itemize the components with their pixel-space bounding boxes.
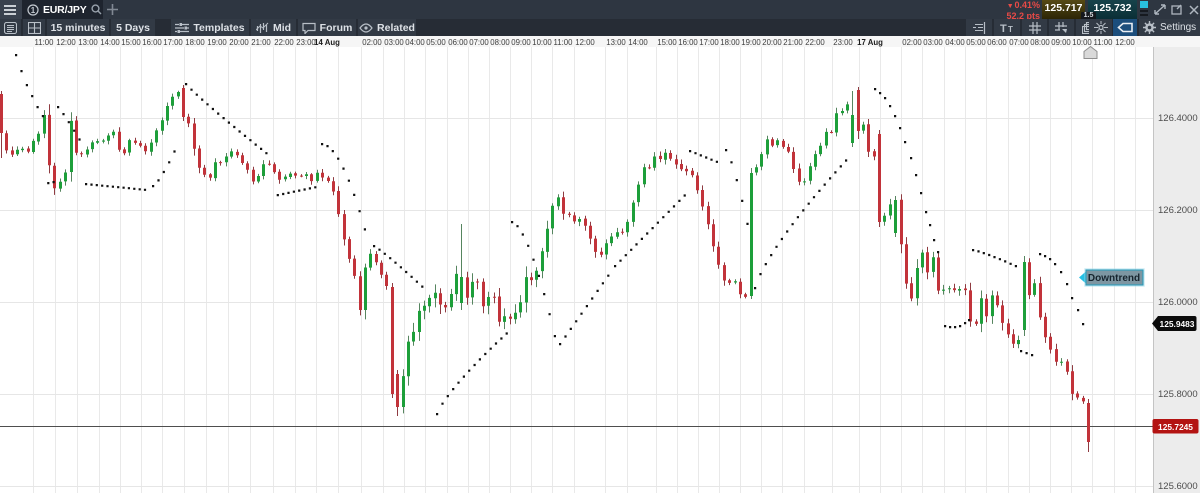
- svg-text:05:00: 05:00: [966, 38, 986, 47]
- svg-text:04:00: 04:00: [405, 38, 425, 47]
- svg-text:14 Aug: 14 Aug: [314, 38, 340, 47]
- svg-text:13:00: 13:00: [606, 38, 626, 47]
- svg-text:09:00: 09:00: [511, 38, 531, 47]
- svg-text:16:00: 16:00: [678, 38, 698, 47]
- svg-text:03:00: 03:00: [384, 38, 404, 47]
- svg-text:T: T: [1008, 25, 1013, 33]
- svg-text:12:00: 12:00: [1115, 38, 1135, 47]
- svg-text:16:00: 16:00: [142, 38, 162, 47]
- svg-text:17:00: 17:00: [699, 38, 719, 47]
- svg-text:10:00: 10:00: [532, 38, 552, 47]
- svg-text:125.9483: 125.9483: [1160, 319, 1195, 329]
- svg-text:19:00: 19:00: [207, 38, 227, 47]
- svg-text:02:00: 02:00: [902, 38, 922, 47]
- svg-text:23:00: 23:00: [296, 38, 316, 47]
- svg-text:15:00: 15:00: [657, 38, 677, 47]
- svg-text:04:00: 04:00: [945, 38, 965, 47]
- svg-text:125.6000: 125.6000: [1158, 481, 1198, 492]
- svg-text:03:00: 03:00: [923, 38, 943, 47]
- svg-text:15:00: 15:00: [121, 38, 141, 47]
- svg-text:17:00: 17:00: [163, 38, 183, 47]
- svg-text:02:00: 02:00: [362, 38, 382, 47]
- svg-text:08:00: 08:00: [490, 38, 510, 47]
- svg-text:20:00: 20:00: [762, 38, 782, 47]
- svg-text:22:00: 22:00: [274, 38, 294, 47]
- svg-text:09:00: 09:00: [1051, 38, 1071, 47]
- svg-text:13:00: 13:00: [78, 38, 98, 47]
- svg-text:14:00: 14:00: [100, 38, 120, 47]
- svg-text:21:00: 21:00: [783, 38, 803, 47]
- svg-text:07:00: 07:00: [1009, 38, 1029, 47]
- svg-text:14:00: 14:00: [628, 38, 648, 47]
- svg-text:07:00: 07:00: [469, 38, 489, 47]
- svg-text:23:00: 23:00: [833, 38, 853, 47]
- svg-text:11:00: 11:00: [1094, 38, 1114, 47]
- svg-text:Downtrend: Downtrend: [1088, 273, 1140, 284]
- svg-text:1: 1: [31, 6, 36, 15]
- svg-text:21:00: 21:00: [251, 38, 271, 47]
- svg-text:06:00: 06:00: [448, 38, 468, 47]
- svg-text:06:00: 06:00: [987, 38, 1007, 47]
- svg-text:126.0000: 126.0000: [1158, 297, 1198, 308]
- svg-text:125.8000: 125.8000: [1158, 389, 1198, 400]
- svg-text:17 Aug: 17 Aug: [857, 38, 883, 47]
- svg-text:22:00: 22:00: [805, 38, 825, 47]
- svg-text:T: T: [1000, 23, 1007, 33]
- svg-text:11:00: 11:00: [35, 38, 55, 47]
- svg-text:126.4000: 126.4000: [1158, 113, 1198, 124]
- svg-text:08:00: 08:00: [1030, 38, 1050, 47]
- svg-text:12:00: 12:00: [575, 38, 595, 47]
- svg-text:125.7245: 125.7245: [1158, 422, 1193, 432]
- svg-text:18:00: 18:00: [185, 38, 205, 47]
- svg-text:18:00: 18:00: [720, 38, 740, 47]
- svg-text:10:00: 10:00: [1072, 38, 1092, 47]
- svg-text:20:00: 20:00: [229, 38, 249, 47]
- svg-text:11:00: 11:00: [554, 38, 574, 47]
- svg-text:12:00: 12:00: [56, 38, 76, 47]
- svg-text:05:00: 05:00: [426, 38, 446, 47]
- svg-text:19:00: 19:00: [741, 38, 761, 47]
- svg-text:126.2000: 126.2000: [1158, 205, 1198, 216]
